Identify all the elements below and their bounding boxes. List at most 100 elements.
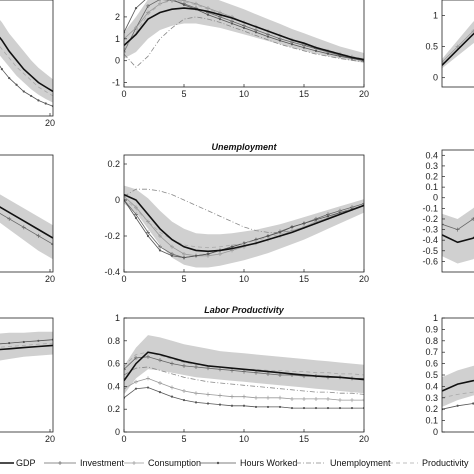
data-point-investment <box>278 373 282 377</box>
data-point-investment <box>266 371 270 376</box>
legend-label-productivity: Productivity <box>422 458 469 468</box>
data-point-hours-worked <box>290 43 294 46</box>
x-tick-label: 15 <box>299 89 309 99</box>
plot-area <box>0 331 53 361</box>
y-tick-label: -0.4 <box>422 235 438 245</box>
series-line-gdp <box>0 344 53 351</box>
series-line-productivity <box>124 197 364 249</box>
data-point-hours-worked <box>456 404 459 407</box>
legend-item-unemployment: Unemployment <box>296 458 391 468</box>
data-point-investment <box>362 376 364 381</box>
data-point-consumption <box>170 385 174 390</box>
data-point-consumption <box>146 10 150 15</box>
data-point-investment <box>218 367 222 372</box>
data-point-hours-worked <box>158 391 162 394</box>
data-point-hours-worked <box>146 234 150 238</box>
data-point-hours-worked <box>254 405 258 409</box>
data-point-hours-worked <box>278 231 282 234</box>
data-point-hours-worked <box>182 256 186 259</box>
data-point-hours-worked <box>158 249 162 252</box>
data-point-hours-worked <box>206 402 210 405</box>
y-tick-label: 2 <box>115 12 120 22</box>
data-point-hours-worked <box>37 339 40 342</box>
data-point-hours-worked <box>206 13 210 16</box>
data-point-consumption <box>471 29 474 34</box>
y-tick-label: 0 <box>115 56 120 66</box>
data-point-hours-worked <box>230 22 234 25</box>
data-point-investment <box>362 201 364 206</box>
series-line-productivity <box>0 46 53 97</box>
data-point-hours-worked <box>206 252 210 256</box>
data-point-consumption <box>146 219 150 224</box>
data-point-consumption <box>254 395 258 400</box>
y-tick-label: -0.1 <box>422 203 438 213</box>
data-point-hours-worked <box>15 83 18 86</box>
legend-label-consumption: Consumption <box>148 458 201 468</box>
axes-frame <box>0 317 54 433</box>
axes-frame <box>441 0 474 88</box>
data-point-consumption <box>338 398 342 403</box>
data-point-consumption <box>266 395 270 400</box>
data-point-investment <box>254 370 258 375</box>
series-line-investment <box>0 212 53 245</box>
axes-frame <box>0 154 54 273</box>
data-point-investment <box>159 0 161 2</box>
legend-label-gdp: GDP <box>16 458 36 468</box>
data-point-consumption <box>290 396 294 401</box>
data-point-investment <box>206 366 210 371</box>
legend-label-hours-worked: Hours Worked <box>240 458 297 468</box>
y-tick-label: 0.2 <box>107 404 120 414</box>
data-point-consumption <box>170 244 174 249</box>
data-point-hours-worked <box>326 215 330 218</box>
y-tick-label: -0.2 <box>422 214 438 224</box>
data-point-consumption <box>182 252 186 256</box>
y-tick-label: 0.4 <box>425 381 438 391</box>
x-tick-label: 0 <box>121 89 126 99</box>
legend-item-hours-worked: Hours Worked <box>200 458 297 468</box>
data-point-hours-worked <box>266 405 270 409</box>
data-point-hours-worked <box>8 341 11 345</box>
y-tick-label: 0.2 <box>107 159 120 169</box>
data-point-consumption <box>134 25 138 30</box>
y-tick-label: 0.6 <box>425 359 438 369</box>
x-tick-label: 10 <box>239 89 249 99</box>
legend-item-consumption: Consumption <box>124 458 201 468</box>
x-tick-label: 0 <box>121 434 126 444</box>
plot-area <box>0 19 53 108</box>
data-point-investment <box>146 354 150 359</box>
series-line-gdp <box>442 234 474 244</box>
y-tick-label: 0 <box>433 73 438 83</box>
legend-marker <box>216 461 220 465</box>
data-point-consumption <box>314 396 318 401</box>
data-point-consumption <box>182 388 186 393</box>
data-point-hours-worked <box>350 406 354 410</box>
plot-area <box>124 185 364 268</box>
data-point-consumption <box>350 398 354 403</box>
panel-5: 0 5 10 15 20 -0.4 -0.2 0 0.2 Unemployment <box>104 142 369 284</box>
data-point-hours-worked <box>302 406 306 410</box>
panel-9: 00.1 0.20.3 0.40.50.6 0.70.8 0.91 <box>425 313 474 437</box>
legend-marker <box>58 461 62 465</box>
data-point-hours-worked <box>338 406 342 410</box>
data-point-consumption <box>302 396 306 401</box>
series-line-hours-worked <box>0 339 53 345</box>
y-tick-label: 0.9 <box>425 324 438 334</box>
data-point-investment <box>158 358 162 363</box>
data-point-hours-worked <box>134 387 138 390</box>
data-point-hours-worked <box>266 35 270 38</box>
data-point-investment <box>442 222 444 227</box>
y-tick-label: -0.3 <box>422 225 438 235</box>
data-point-hours-worked <box>254 31 258 34</box>
confidence-band <box>0 331 53 361</box>
axes-frame <box>441 149 474 273</box>
y-tick-label: 0 <box>115 427 120 437</box>
data-point-consumption <box>158 380 162 385</box>
data-point-hours-worked <box>242 404 246 407</box>
data-point-hours-worked <box>170 254 174 257</box>
data-point-hours-worked <box>302 222 306 225</box>
data-point-hours-worked <box>30 94 33 98</box>
data-point-investment <box>170 361 174 366</box>
confidence-band <box>124 185 364 268</box>
data-point-consumption <box>124 386 126 391</box>
data-point-investment <box>194 365 198 370</box>
